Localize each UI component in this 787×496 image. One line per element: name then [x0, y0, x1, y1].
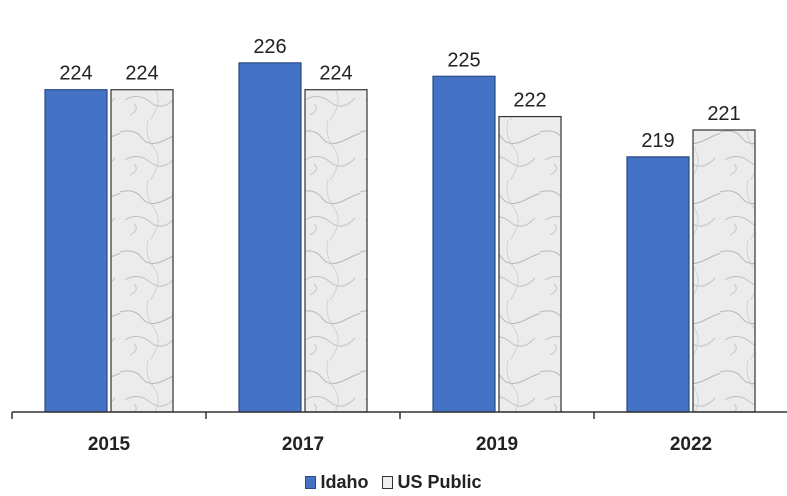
legend-label-us-public: US Public [397, 471, 482, 492]
bar-idaho-2015 [44, 89, 108, 413]
value-label-us-public-2017: 224 [319, 63, 352, 85]
x-tick-label-2015: 2015 [88, 434, 131, 455]
legend-item-idaho: Idaho [305, 472, 368, 493]
x-tick-label-2019: 2019 [476, 434, 518, 455]
legend-label-idaho: Idaho [320, 471, 369, 492]
bar-idaho-2019 [432, 75, 496, 413]
bar-idaho-2022 [626, 156, 690, 413]
value-label-idaho-2022: 219 [641, 130, 674, 152]
legend: Idaho US Public [0, 470, 787, 494]
bar-us-public-2019 [498, 115, 562, 413]
value-label-us-public-2022: 221 [707, 103, 740, 125]
value-label-us-public-2015: 224 [125, 63, 158, 85]
x-tick-label-2017: 2017 [282, 434, 324, 455]
value-label-idaho-2015: 224 [59, 63, 92, 85]
legend-item-us-public: US Public [382, 471, 482, 493]
value-label-idaho-2017: 226 [253, 36, 286, 58]
bar-us-public-2022 [692, 129, 756, 413]
value-label-us-public-2019: 222 [513, 90, 546, 112]
x-tick-label-2022: 2022 [670, 434, 712, 455]
bar-idaho-2017 [238, 62, 302, 413]
bar-chart: 224 224 226 224 225 222 219 221 2015 2017 2019 202… [11, 36, 787, 455]
legend-swatch-us-public [382, 475, 394, 489]
bar-us-public-2015 [110, 89, 174, 413]
legend-swatch-idaho [305, 475, 317, 489]
bar-us-public-2017 [304, 89, 368, 413]
value-label-idaho-2019: 225 [447, 49, 480, 71]
